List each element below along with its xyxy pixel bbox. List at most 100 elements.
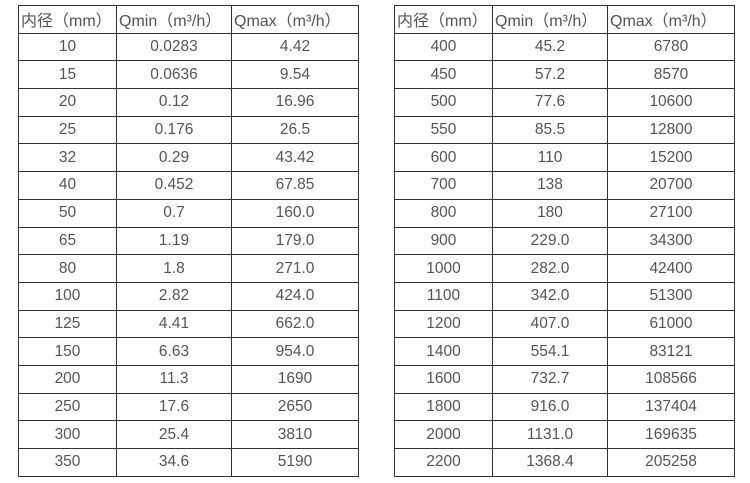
table-cell: 1368.4 xyxy=(492,448,608,477)
table-row: 50 0.7 160.0 xyxy=(18,198,359,228)
table-cell: 27100 xyxy=(607,198,735,228)
table-cell: 10 xyxy=(18,32,117,62)
table-cell: 2650 xyxy=(231,392,359,422)
table-cell: 11.3 xyxy=(116,364,232,394)
table-cell: 554.1 xyxy=(492,337,608,366)
table-cell: 1800 xyxy=(394,392,493,422)
table-cell: 407.0 xyxy=(492,309,608,339)
table-cell: 1690 xyxy=(231,364,359,394)
table-row: 1100 342.0 51300 xyxy=(394,281,735,311)
table-cell: 900 xyxy=(394,226,493,256)
table-cell: 137404 xyxy=(607,392,735,422)
table-cell: 0.7 xyxy=(116,198,232,228)
table-cell: 954.0 xyxy=(231,337,359,366)
table-cell: 83121 xyxy=(607,337,735,366)
table-cell: 51300 xyxy=(607,281,735,311)
table-cell: 1600 xyxy=(394,364,493,394)
table-cell: 0.0636 xyxy=(116,60,232,90)
table-cell: 1200 xyxy=(394,309,493,339)
table-cell: 450 xyxy=(394,60,493,90)
column-header: Qmin（m³/h） xyxy=(492,5,608,34)
table-cell: 662.0 xyxy=(231,309,359,339)
table-cell: 550 xyxy=(394,115,493,145)
table-cell: 26.5 xyxy=(231,115,359,145)
table-cell: 67.85 xyxy=(231,171,359,200)
table-cell: 0.0283 xyxy=(116,32,232,62)
table-row: 1200 407.0 61000 xyxy=(394,309,735,339)
table-cell: 800 xyxy=(394,198,493,228)
table-row: 2200 1368.4 205258 xyxy=(394,448,735,477)
table-row: 500 77.6 10600 xyxy=(394,88,735,117)
table-cell: 700 xyxy=(394,171,493,200)
table-cell: 4.41 xyxy=(116,309,232,339)
column-header: Qmax（m³/h） xyxy=(607,5,735,34)
table-cell: 342.0 xyxy=(492,281,608,311)
table-cell: 500 xyxy=(394,88,493,117)
table-row: 400 45.2 6780 xyxy=(394,32,735,62)
table-cell: 2000 xyxy=(394,420,493,449)
table-row: 25 0.176 26.5 xyxy=(18,115,359,145)
table-cell: 205258 xyxy=(607,448,735,477)
table-cell: 1.8 xyxy=(116,254,232,283)
table-cell: 15 xyxy=(18,60,117,90)
table-cell: 169635 xyxy=(607,420,735,449)
table-cell: 9.54 xyxy=(231,60,359,90)
table-cell: 2200 xyxy=(394,448,493,477)
table-cell: 600 xyxy=(394,143,493,173)
table-cell: 0.12 xyxy=(116,88,232,117)
table-cell: 179.0 xyxy=(231,226,359,256)
flow-table-large-diameters: 内径（mm） Qmin（m³/h） Qmax（m³/h） 400 45.2 6780 450… xyxy=(394,5,735,477)
table-row: 300 25.4 3810 xyxy=(18,420,359,449)
table-cell: 42400 xyxy=(607,254,735,283)
table-row: 1600 732.7 108566 xyxy=(394,364,735,394)
table-cell: 138 xyxy=(492,171,608,200)
table-row: 40 0.452 67.85 xyxy=(18,171,359,200)
header-row: 内径（mm） Qmin（m³/h） Qmax（m³/h） xyxy=(394,5,735,34)
table-row: 100 2.82 424.0 xyxy=(18,281,359,311)
table-cell: 45.2 xyxy=(492,32,608,62)
table-row: 250 17.6 2650 xyxy=(18,392,359,422)
table-cell: 57.2 xyxy=(492,60,608,90)
table-cell: 32 xyxy=(18,143,117,173)
table-row: 550 85.5 12800 xyxy=(394,115,735,145)
table-cell: 0.176 xyxy=(116,115,232,145)
table-cell: 6.63 xyxy=(116,337,232,366)
table-cell: 250 xyxy=(18,392,117,422)
flow-table-small-diameters: 内径（mm） Qmin（m³/h） Qmax（m³/h） 10 0.0283 4.42 15… xyxy=(18,5,359,477)
table-cell: 350 xyxy=(18,448,117,477)
table-cell: 1000 xyxy=(394,254,493,283)
table-cell: 12800 xyxy=(607,115,735,145)
table-row: 1800 916.0 137404 xyxy=(394,392,735,422)
table-cell: 80 xyxy=(18,254,117,283)
table-cell: 160.0 xyxy=(231,198,359,228)
table-cell: 40 xyxy=(18,171,117,200)
table-cell: 0.29 xyxy=(116,143,232,173)
table-cell: 125 xyxy=(18,309,117,339)
table-cell: 0.452 xyxy=(116,171,232,200)
table-row: 900 229.0 34300 xyxy=(394,226,735,256)
table-row: 80 1.8 271.0 xyxy=(18,254,359,283)
table-cell: 110 xyxy=(492,143,608,173)
table-row: 200 11.3 1690 xyxy=(18,364,359,394)
table-cell: 50 xyxy=(18,198,117,228)
table-cell: 61000 xyxy=(607,309,735,339)
table-cell: 25 xyxy=(18,115,117,145)
table-cell: 180 xyxy=(492,198,608,228)
table-cell: 8570 xyxy=(607,60,735,90)
table-cell: 3810 xyxy=(231,420,359,449)
table-cell: 1131.0 xyxy=(492,420,608,449)
table-cell: 85.5 xyxy=(492,115,608,145)
table-cell: 20700 xyxy=(607,171,735,200)
table-cell: 732.7 xyxy=(492,364,608,394)
table-cell: 200 xyxy=(18,364,117,394)
table-row: 150 6.63 954.0 xyxy=(18,337,359,366)
table-cell: 77.6 xyxy=(492,88,608,117)
table-cell: 1100 xyxy=(394,281,493,311)
header-row: 内径（mm） Qmin（m³/h） Qmax（m³/h） xyxy=(18,5,359,34)
table-row: 2000 1131.0 169635 xyxy=(394,420,735,449)
table-cell: 65 xyxy=(18,226,117,256)
table-cell: 25.4 xyxy=(116,420,232,449)
table-cell: 34300 xyxy=(607,226,735,256)
table-row: 125 4.41 662.0 xyxy=(18,309,359,339)
